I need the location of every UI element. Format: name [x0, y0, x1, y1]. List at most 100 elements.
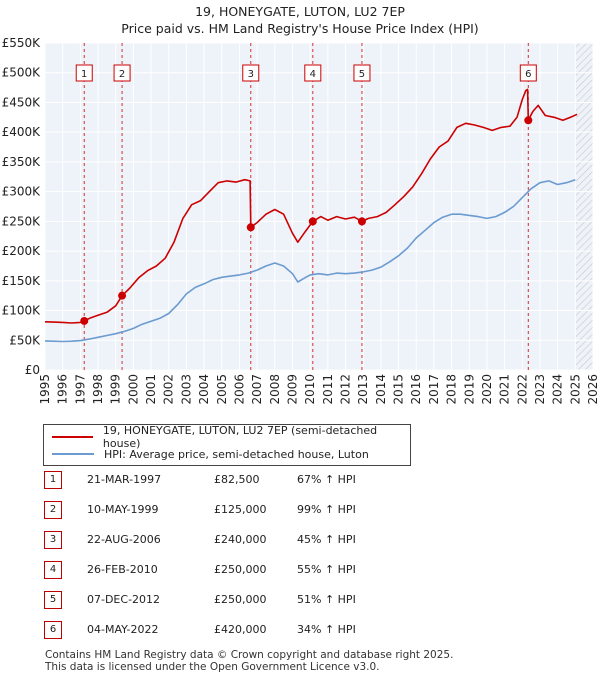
sale-price: £82,500 — [214, 473, 260, 486]
legend-label-property: 19, HONEYGATE, LUTON, LU2 7EP (semi-deta… — [102, 424, 378, 450]
sale-number-box — [75, 64, 93, 82]
x-tick-label: 2017 — [427, 374, 441, 405]
y-tick-label: £300K — [2, 185, 42, 199]
sale-date: 10-MAY-1999 — [87, 503, 159, 516]
x-tick-label: 2011 — [321, 374, 335, 405]
x-tick-label: 2007 — [250, 374, 264, 405]
sale-number-badge: 3 — [44, 531, 62, 549]
sale-price: £125,000 — [214, 503, 267, 516]
table-row: 5 07-DEC-2012 £250,000 51% ↑ HPI — [44, 591, 464, 609]
x-tick-label: 2002 — [162, 374, 176, 405]
property-series-line — [44, 88, 578, 324]
x-tick-label: 2000 — [126, 374, 140, 405]
legend-swatch-property — [52, 436, 93, 438]
sale-number-box — [304, 64, 322, 82]
sale-number-label: 3 — [248, 69, 254, 80]
sale-point — [118, 291, 127, 300]
y-tick-label: £550K — [2, 36, 42, 50]
x-tick-label: 2023 — [533, 374, 547, 405]
x-tick-label: 2006 — [232, 374, 246, 405]
sale-hpi-change: 34% ↑ HPI — [297, 623, 356, 636]
chart-title: 19, HONEYGATE, LUTON, LU2 7EP — [195, 4, 405, 19]
table-row: 2 10-MAY-1999 £125,000 99% ↑ HPI — [44, 501, 464, 519]
x-tick-label: 2022 — [515, 374, 529, 405]
sale-hpi-change: 99% ↑ HPI — [297, 503, 356, 516]
sale-price: £420,000 — [214, 623, 267, 636]
sale-price: £250,000 — [214, 593, 267, 606]
x-tick-label: 2001 — [144, 374, 158, 405]
x-tick-label: 2014 — [374, 374, 388, 405]
x-tick-label: 2012 — [339, 374, 353, 405]
sale-number-label: 2 — [119, 69, 125, 80]
sale-number-badge: 6 — [44, 621, 62, 639]
sale-number-label: 1 — [81, 69, 87, 80]
sale-point — [308, 217, 317, 226]
x-tick-label: 2009 — [285, 374, 299, 405]
y-tick-label: £150K — [2, 274, 42, 288]
x-tick-label: 2008 — [268, 374, 282, 405]
sale-price: £250,000 — [214, 563, 267, 576]
x-tick-label: 2024 — [551, 374, 565, 405]
sale-point — [357, 217, 366, 226]
x-tick-label: 2005 — [215, 374, 229, 405]
x-tick-label: 2003 — [179, 374, 193, 405]
sale-number-box — [519, 64, 537, 82]
sale-date: 07-DEC-2012 — [87, 593, 161, 606]
x-tick-label: 1996 — [56, 374, 70, 405]
x-tick-label: 2019 — [462, 374, 476, 405]
y-tick-label: £200K — [2, 244, 42, 258]
table-row: 4 26-FEB-2010 £250,000 55% ↑ HPI — [44, 561, 464, 579]
sale-hpi-change: 55% ↑ HPI — [297, 563, 356, 576]
x-tick-label: 2018 — [445, 374, 459, 405]
sale-date: 22-AUG-2006 — [87, 533, 161, 546]
sale-number-label: 4 — [310, 69, 316, 80]
x-tick-label: 2015 — [392, 374, 406, 405]
table-row: 3 22-AUG-2006 £240,000 45% ↑ HPI — [44, 531, 464, 549]
sale-date: 26-FEB-2010 — [87, 563, 158, 576]
sale-number-badge: 1 — [44, 471, 62, 489]
footer-copyright: Contains HM Land Registry data © Crown c… — [45, 649, 454, 661]
x-tick-label: 2026 — [586, 374, 600, 405]
x-tick-label: 2025 — [568, 374, 582, 405]
forecast-hatch-region — [575, 43, 593, 370]
chart-legend: 19, HONEYGATE, LUTON, LU2 7EP (semi-deta… — [43, 424, 411, 466]
legend-item-hpi: HPI: Average price, semi-detached house,… — [52, 446, 369, 462]
sale-price: £240,000 — [214, 533, 267, 546]
sale-hpi-change: 45% ↑ HPI — [297, 533, 356, 546]
y-tick-label: £250K — [2, 214, 42, 228]
plot-area — [45, 43, 593, 370]
table-row: 6 04-MAY-2022 £420,000 34% ↑ HPI — [44, 621, 464, 639]
footer-licence: This data is licensed under the Open Gov… — [45, 661, 380, 673]
x-tick-label: 2016 — [409, 374, 423, 405]
y-tick-label: £0 — [25, 363, 40, 377]
legend-label-hpi: HPI: Average price, semi-detached house,… — [104, 447, 369, 461]
x-tick-label: 1995 — [38, 374, 52, 405]
y-tick-label: £100K — [2, 304, 42, 318]
sale-number-label: 6 — [525, 69, 531, 80]
table-row: 1 21-MAR-1997 £82,500 67% ↑ HPI — [44, 471, 464, 489]
y-tick-label: £400K — [2, 125, 42, 139]
x-tick-label: 1997 — [73, 374, 87, 405]
legend-item-property: 19, HONEYGATE, LUTON, LU2 7EP (semi-deta… — [52, 424, 410, 450]
x-tick-label: 2004 — [197, 374, 211, 405]
x-tick-label: 1999 — [109, 374, 123, 405]
sale-point — [80, 316, 89, 325]
sale-number-badge: 2 — [44, 501, 62, 519]
x-tick-label: 2010 — [303, 374, 317, 405]
price-chart: £0 £50K £100K £150K £200K £250K £300K £350K £400… — [2, 36, 600, 405]
sale-number-badge: 4 — [44, 561, 62, 579]
y-tick-label: £350K — [2, 155, 42, 169]
sale-point — [524, 116, 533, 125]
y-tick-label: £500K — [2, 66, 42, 80]
sale-hpi-change: 51% ↑ HPI — [297, 593, 356, 606]
sale-number-box — [353, 64, 371, 82]
x-tick-label: 1998 — [91, 374, 105, 405]
sale-number-box — [113, 64, 131, 82]
sale-number-label: 5 — [359, 69, 365, 80]
sale-hpi-change: 67% ↑ HPI — [297, 473, 356, 486]
x-tick-label: 2020 — [480, 374, 494, 405]
legend-swatch-hpi — [52, 453, 94, 455]
sale-number-badge: 5 — [44, 591, 62, 609]
y-tick-label: £450K — [2, 95, 42, 109]
chart-subtitle: Price paid vs. HM Land Registry's House … — [121, 21, 479, 36]
